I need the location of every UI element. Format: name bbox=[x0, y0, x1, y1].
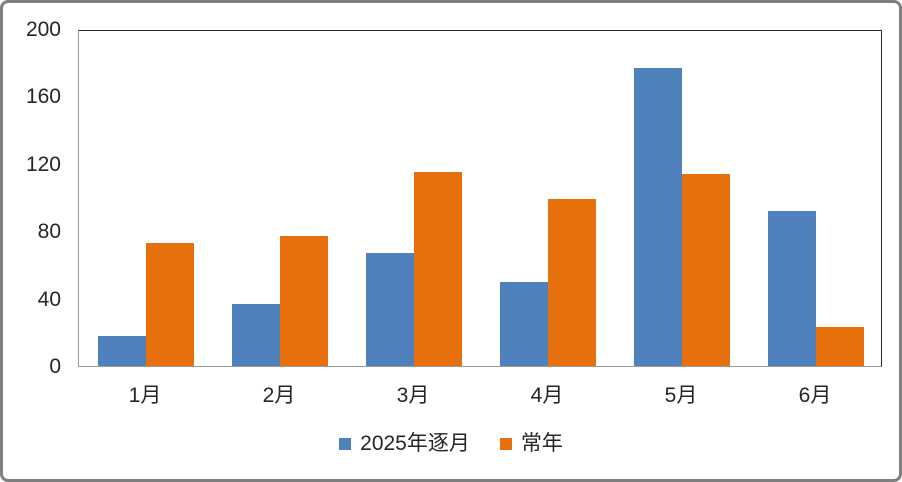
x-axis-label: 4月 bbox=[530, 384, 564, 407]
y-tick-label: 40 bbox=[37, 287, 61, 311]
legend-item: 2025年逐月 bbox=[339, 432, 470, 456]
bar-4月-常年 bbox=[548, 199, 596, 366]
legend: 2025年逐月 常年 bbox=[3, 432, 899, 456]
bar-3月-常年 bbox=[414, 172, 462, 366]
legend-item: 常年 bbox=[499, 432, 563, 456]
legend-swatch-icon bbox=[499, 438, 512, 450]
legend-label: 2025年逐月 bbox=[360, 432, 470, 455]
y-tick-label: 0 bbox=[49, 355, 61, 378]
x-axis-label: 6月 bbox=[798, 384, 832, 407]
x-axis-label: 3月 bbox=[396, 384, 430, 407]
bar-3月-2025年逐月 bbox=[366, 253, 414, 366]
y-tick-label: 120 bbox=[25, 152, 61, 176]
bar-6月-常年 bbox=[816, 327, 864, 366]
bar-4月-2025年逐月 bbox=[500, 282, 548, 366]
bar-2月-2025年逐月 bbox=[232, 304, 280, 366]
legend-label: 常年 bbox=[520, 432, 563, 455]
x-axis-label: 5月 bbox=[664, 384, 698, 407]
x-axis-label: 2月 bbox=[262, 384, 296, 407]
bar-1月-常年 bbox=[146, 243, 194, 366]
bar-5月-2025年逐月 bbox=[634, 68, 682, 366]
bar-5月-常年 bbox=[682, 174, 730, 366]
legend-swatch-icon bbox=[339, 438, 352, 450]
y-tick-label: 80 bbox=[37, 220, 61, 244]
plot-area bbox=[78, 30, 882, 367]
bar-2月-常年 bbox=[280, 236, 328, 366]
x-axis-label: 1月 bbox=[128, 384, 162, 407]
y-tick-label: 160 bbox=[25, 85, 61, 109]
bar-1月-2025年逐月 bbox=[98, 336, 146, 366]
y-tick-label: 200 bbox=[25, 18, 61, 41]
bar-6月-2025年逐月 bbox=[768, 211, 816, 366]
